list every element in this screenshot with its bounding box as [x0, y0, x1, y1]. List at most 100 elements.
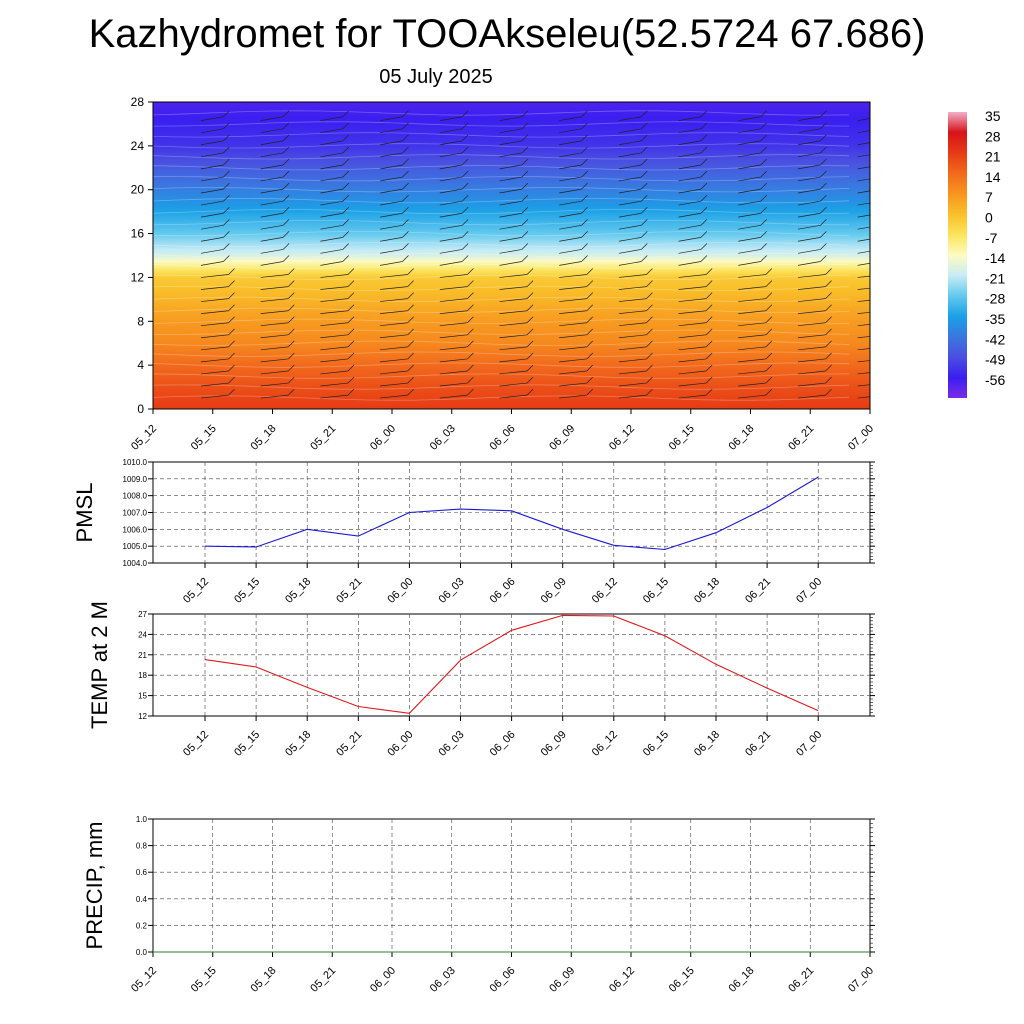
- wind-barb: [380, 316, 414, 327]
- wind-barb: [797, 207, 827, 218]
- wind-barb: [678, 340, 713, 351]
- wind-barb: [559, 292, 594, 302]
- wind-barb: [380, 122, 409, 134]
- x-tick-label: 06_21: [786, 965, 816, 995]
- wind-barb: [499, 304, 534, 314]
- x-tick-label: 05_18: [249, 423, 279, 453]
- wind-barb: [380, 364, 414, 375]
- wind-barb: [200, 243, 230, 254]
- wind-barb: [200, 170, 230, 182]
- wind-barb: [439, 304, 474, 314]
- chart-title: Kazhydromet for TOOAkseleu(52.5724 67.68…: [88, 12, 926, 56]
- wind-barb: [857, 226, 870, 230]
- wind-barb: [380, 304, 414, 314]
- wind-barb: [857, 154, 870, 158]
- contour-line: [153, 176, 850, 182]
- wind-barb: [618, 328, 653, 339]
- wind-barb: [320, 194, 350, 206]
- contour-line: [153, 318, 850, 324]
- wind-barb: [260, 110, 290, 121]
- x-tick-label: 06_12: [590, 729, 620, 759]
- wind-barb: [260, 243, 290, 254]
- wind-barb: [678, 268, 713, 278]
- wind-barb: [260, 194, 290, 206]
- x-tick-label: 05_18: [249, 965, 279, 995]
- wind-barb: [559, 268, 594, 278]
- wind-barb: [260, 170, 290, 182]
- x-tick-label: 06_09: [547, 423, 577, 453]
- x-tick-label: 07_00: [846, 423, 876, 453]
- x-tick-label: 06_15: [667, 965, 697, 995]
- wind-barb: [678, 328, 713, 339]
- wind-barb: [678, 219, 708, 230]
- wind-barb: [857, 348, 870, 351]
- wind-barb: [380, 268, 414, 278]
- wind-barb: [559, 194, 588, 206]
- wind-barb: [499, 158, 529, 170]
- wind-barb: [559, 328, 594, 339]
- x-tick-label: 05_21: [308, 423, 338, 453]
- contour-line: [153, 187, 850, 193]
- colorbar-label: 28: [985, 128, 1001, 144]
- wind-barb: [618, 255, 648, 266]
- wind-barb: [559, 122, 588, 134]
- wind-barb: [200, 158, 230, 170]
- x-tick-label: 05_15: [232, 576, 262, 606]
- wind-barb: [618, 170, 648, 182]
- wind-barb: [439, 328, 474, 339]
- wind-barb: [618, 134, 648, 146]
- wind-barb: [200, 134, 230, 146]
- x-tick-label: 05_18: [283, 729, 313, 759]
- wind-barb: [320, 170, 350, 182]
- wind-barb: [320, 376, 355, 387]
- x-tick-label: 05_12: [129, 423, 159, 453]
- wind-barb: [738, 352, 773, 363]
- y-tick-label: 24: [138, 630, 147, 639]
- wind-barb: [678, 304, 713, 314]
- y-tick-label: 0.4: [136, 895, 148, 904]
- y-tick-label: 28: [131, 95, 145, 109]
- wind-barb: [797, 388, 832, 399]
- wind-barb: [797, 170, 827, 182]
- wind-barb: [797, 110, 827, 121]
- wind-barb: [857, 324, 870, 327]
- x-tick-label: 06_03: [437, 576, 467, 606]
- contour-line: [153, 132, 850, 138]
- x-tick-label: 06_15: [641, 729, 671, 759]
- wind-barb: [380, 219, 409, 230]
- wind-barb: [200, 231, 230, 242]
- wind-barb: [559, 352, 594, 363]
- x-tick-label: 06_18: [727, 423, 757, 453]
- wind-barb: [260, 134, 290, 146]
- y-tick-label: 1.0: [136, 815, 148, 824]
- wind-barb: [260, 280, 295, 290]
- wind-barb: [200, 122, 230, 134]
- wind-barb: [618, 316, 653, 327]
- heatmap-panel: 0 4 8 12 16 20 24 28 05_12 05_15 05_18 05_21 06_00 06…: [129, 95, 876, 453]
- wind-barb: [678, 243, 708, 254]
- y-tick-label: 12: [131, 270, 145, 284]
- wind-barb: [857, 238, 870, 242]
- wind-barb: [559, 340, 594, 351]
- wind-barb: [797, 376, 832, 387]
- contour-line: [153, 154, 850, 160]
- y-tick-label: 1006.0: [123, 525, 148, 534]
- wind-barb: [439, 110, 469, 121]
- y-axis-label: PMSL: [72, 483, 97, 543]
- wind-barb: [200, 328, 235, 339]
- wind-barb: [260, 146, 290, 158]
- contour-line: [153, 395, 850, 401]
- wind-barb: [260, 158, 290, 170]
- wind-barb: [678, 292, 713, 302]
- wind-barb: [200, 182, 230, 194]
- wind-barb: [200, 352, 235, 363]
- series-line: [204, 614, 819, 714]
- wind-barb: [380, 158, 409, 170]
- wind-barb: [559, 388, 594, 399]
- wind-barb: [797, 268, 832, 278]
- wind-barb: [499, 122, 529, 134]
- colorbar-label: -56: [985, 372, 1005, 388]
- wind-barb: [559, 376, 594, 387]
- wind-barb: [439, 182, 469, 194]
